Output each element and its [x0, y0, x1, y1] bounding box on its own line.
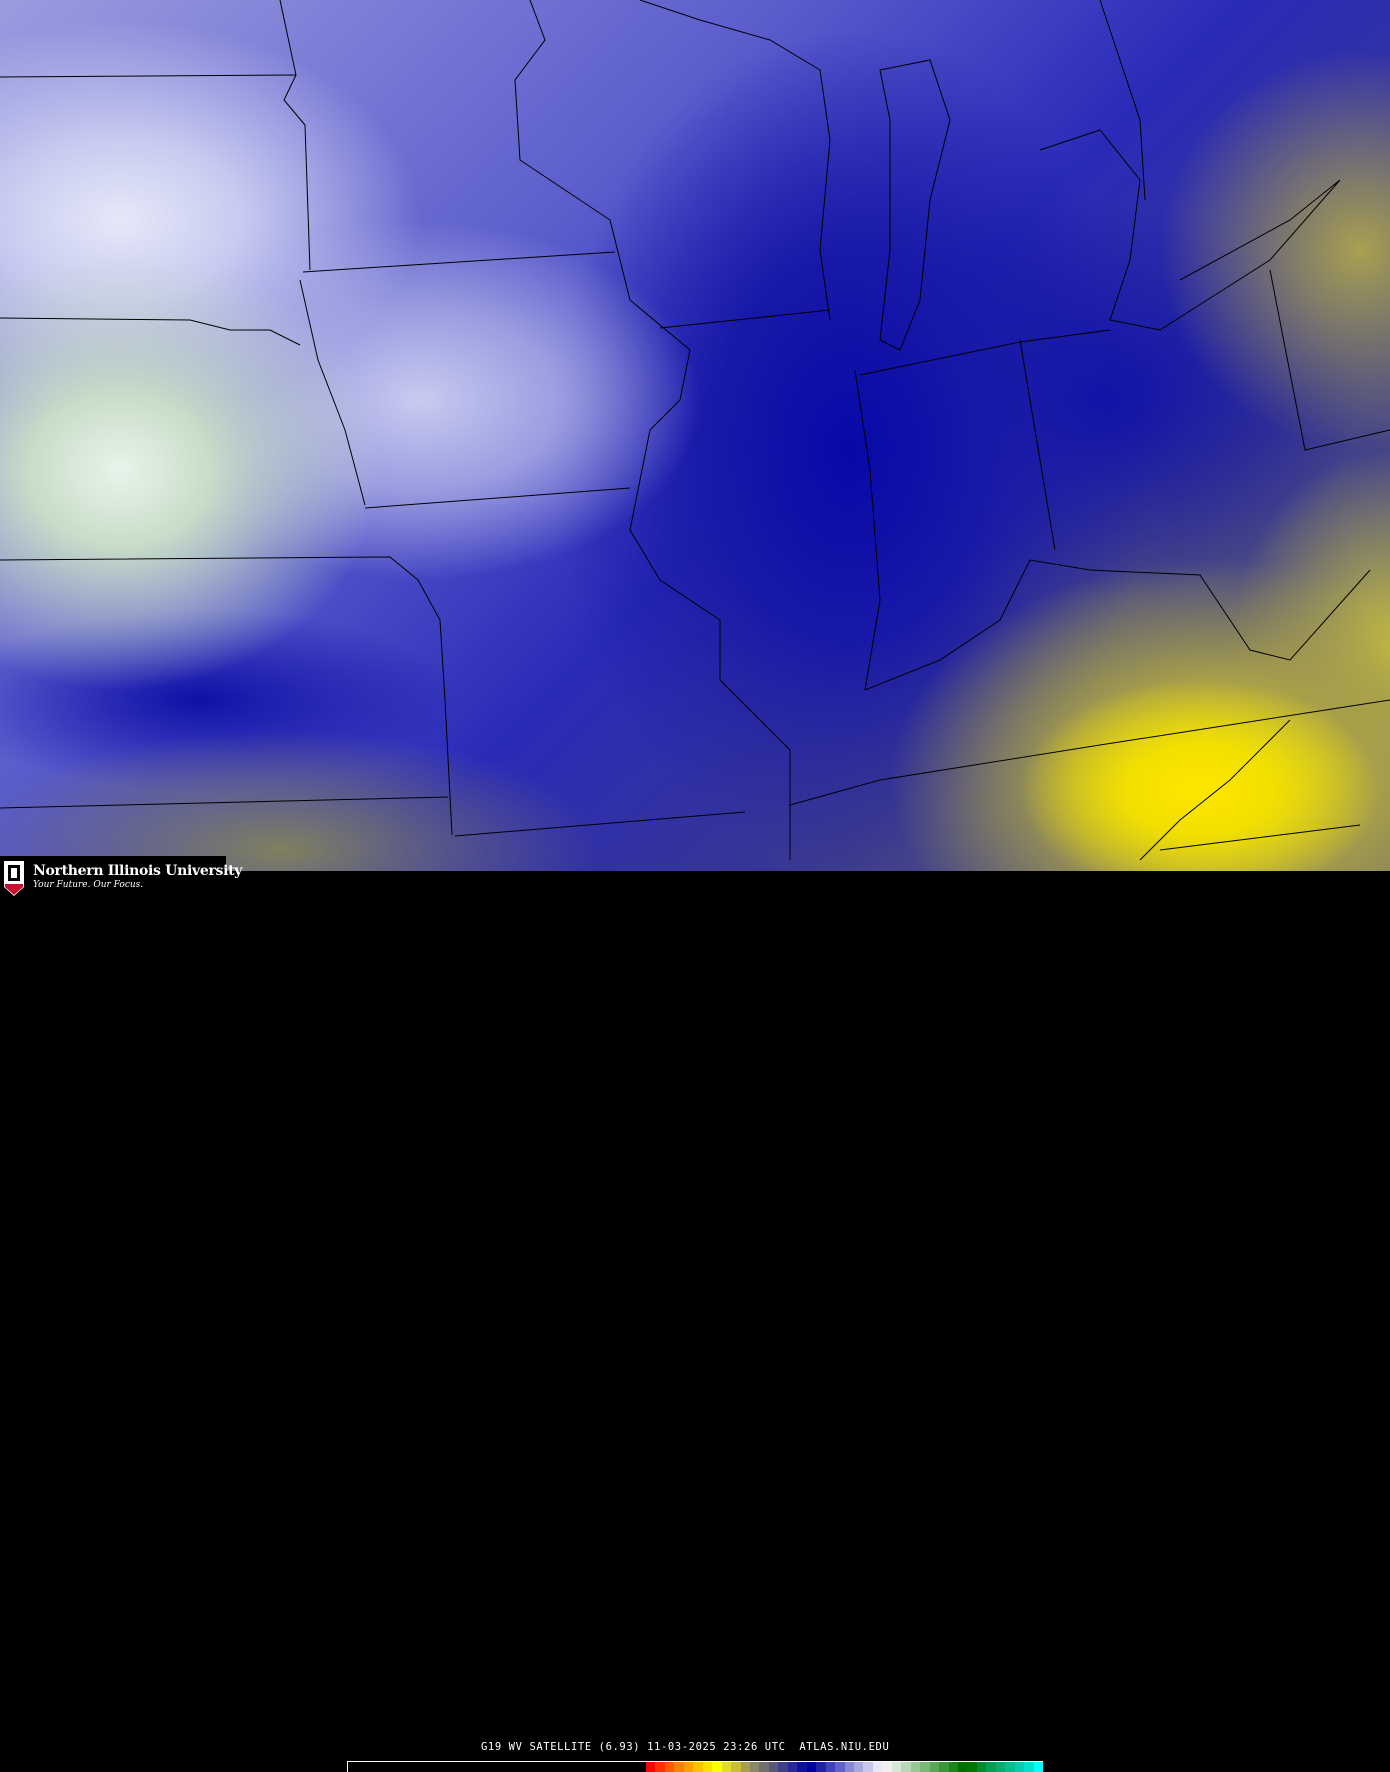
color-scale-swatch	[929, 1762, 940, 1772]
color-scale-swatch	[957, 1762, 968, 1772]
color-scale-swatch	[891, 1762, 902, 1772]
border-il-east	[854, 369, 881, 691]
color-scale-swatch	[986, 1762, 996, 1772]
color-scale-swatch	[1005, 1762, 1015, 1772]
border-wi-il	[659, 309, 831, 329]
border-ks-mo	[417, 579, 453, 836]
color-scale-swatch	[740, 1762, 750, 1772]
color-scale-swatch	[664, 1762, 675, 1772]
color-scale-swatch	[910, 1762, 921, 1772]
mississippi-river	[514, 0, 791, 860]
color-scale-swatch	[835, 1762, 845, 1772]
border-ky-tn	[789, 699, 1390, 806]
color-scale-swatch	[853, 1762, 864, 1772]
color-scale-swatch	[759, 1762, 769, 1772]
water-vapor-satellite-map[interactable]	[0, 0, 1390, 871]
university-name: Northern Illinois University	[33, 863, 243, 879]
niu-shield-icon	[4, 861, 24, 896]
color-scale-swatch	[872, 1762, 883, 1772]
border-michigan-east	[1099, 0, 1146, 201]
color-scale-swatch	[787, 1762, 798, 1772]
border-mn-west	[279, 0, 311, 271]
border-in-mi-oh	[859, 329, 1111, 376]
border-nd-sd	[0, 74, 297, 78]
color-scale-swatch	[976, 1762, 987, 1772]
lake-huron-erie	[1039, 129, 1341, 331]
border-in-oh	[1019, 339, 1056, 551]
color-scale-swatch	[749, 1762, 760, 1772]
color-scale-swatch	[1014, 1762, 1025, 1772]
color-scale-swatch	[778, 1762, 788, 1772]
border-ia-west	[299, 279, 366, 506]
border-mn-ia	[302, 251, 616, 273]
niu-logo[interactable]: Northern Illinois University Your Future…	[0, 856, 242, 900]
border-ia-mo	[364, 487, 631, 509]
color-scale-swatch	[712, 1762, 722, 1772]
color-scale-swatch	[768, 1762, 779, 1772]
border-appalachian	[1139, 719, 1361, 861]
color-scale-swatch	[995, 1762, 1006, 1772]
color-scale-swatch	[683, 1762, 694, 1772]
color-scale-swatch	[939, 1762, 949, 1772]
color-scale-swatch	[920, 1762, 930, 1772]
border-ok-ar	[454, 811, 746, 837]
border-wi-mi	[639, 0, 831, 321]
lake-michigan	[879, 59, 951, 351]
color-scale-swatch	[646, 1762, 656, 1772]
color-scale-swatch	[1024, 1762, 1034, 1772]
color-scale-swatch	[731, 1762, 741, 1772]
border-sd-ne	[0, 317, 301, 346]
color-scale-swatch	[901, 1762, 911, 1772]
color-scale-swatch	[844, 1762, 854, 1772]
ohio-river	[864, 559, 1371, 691]
image-caption: G19 WV SATELLITE (6.93) 11-03-2025 23:26…	[481, 1741, 890, 1753]
color-scale-swatch	[948, 1762, 958, 1772]
color-scale-swatch	[655, 1762, 665, 1772]
state-borders	[0, 0, 1390, 861]
color-scale-swatch	[967, 1762, 977, 1772]
border-pa-ny	[1269, 269, 1390, 451]
color-scale-bar	[347, 1761, 1044, 1772]
color-scale-swatch	[882, 1762, 892, 1772]
color-scale-empty-segment	[347, 1762, 646, 1772]
color-scale-swatch	[1033, 1762, 1044, 1772]
color-scale-swatch	[816, 1762, 826, 1772]
border-ne-ks	[0, 556, 419, 581]
border-ks-ok	[0, 796, 449, 809]
color-scale-swatch	[693, 1762, 703, 1772]
color-scale-swatch	[721, 1762, 732, 1772]
color-scale-swatch	[797, 1762, 807, 1772]
color-scale-swatch	[863, 1762, 873, 1772]
color-scale-swatch	[674, 1762, 684, 1772]
color-scale-segments	[646, 1762, 1044, 1772]
color-scale-swatch	[806, 1762, 817, 1772]
color-scale-swatch	[702, 1762, 713, 1772]
university-tagline: Your Future. Our Focus.	[33, 880, 144, 890]
color-scale-swatch	[825, 1762, 836, 1772]
